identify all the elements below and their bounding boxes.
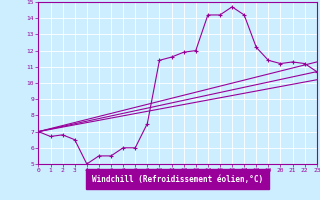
- X-axis label: Windchill (Refroidissement éolien,°C): Windchill (Refroidissement éolien,°C): [92, 175, 263, 184]
